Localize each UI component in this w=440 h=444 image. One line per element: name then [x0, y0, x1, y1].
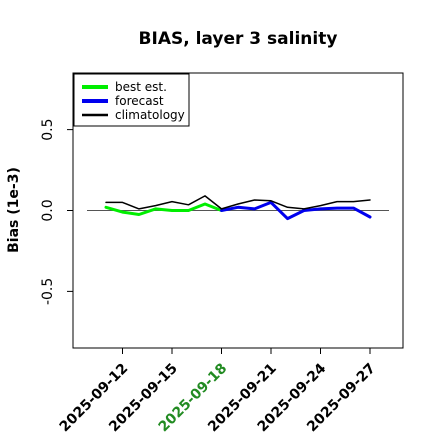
y-axis-label: Bias (1e-3) — [6, 167, 22, 253]
y-tick-label: -0.5 — [40, 278, 56, 305]
legend-label: forecast — [115, 94, 164, 108]
legend-label: climatology — [115, 108, 185, 122]
plot-layer: -0.50.00.52025-09-122025-09-152025-09-18… — [40, 72, 404, 435]
series-line-best-est — [104, 202, 223, 216]
chart-title: BIAS, layer 3 salinity — [139, 29, 338, 49]
series-line-climatology — [105, 195, 371, 210]
series-line-forecast — [220, 200, 372, 221]
legend-label: best est. — [115, 80, 167, 94]
y-tick-label: 0.5 — [40, 118, 56, 140]
y-tick-label: 0.0 — [40, 199, 56, 221]
